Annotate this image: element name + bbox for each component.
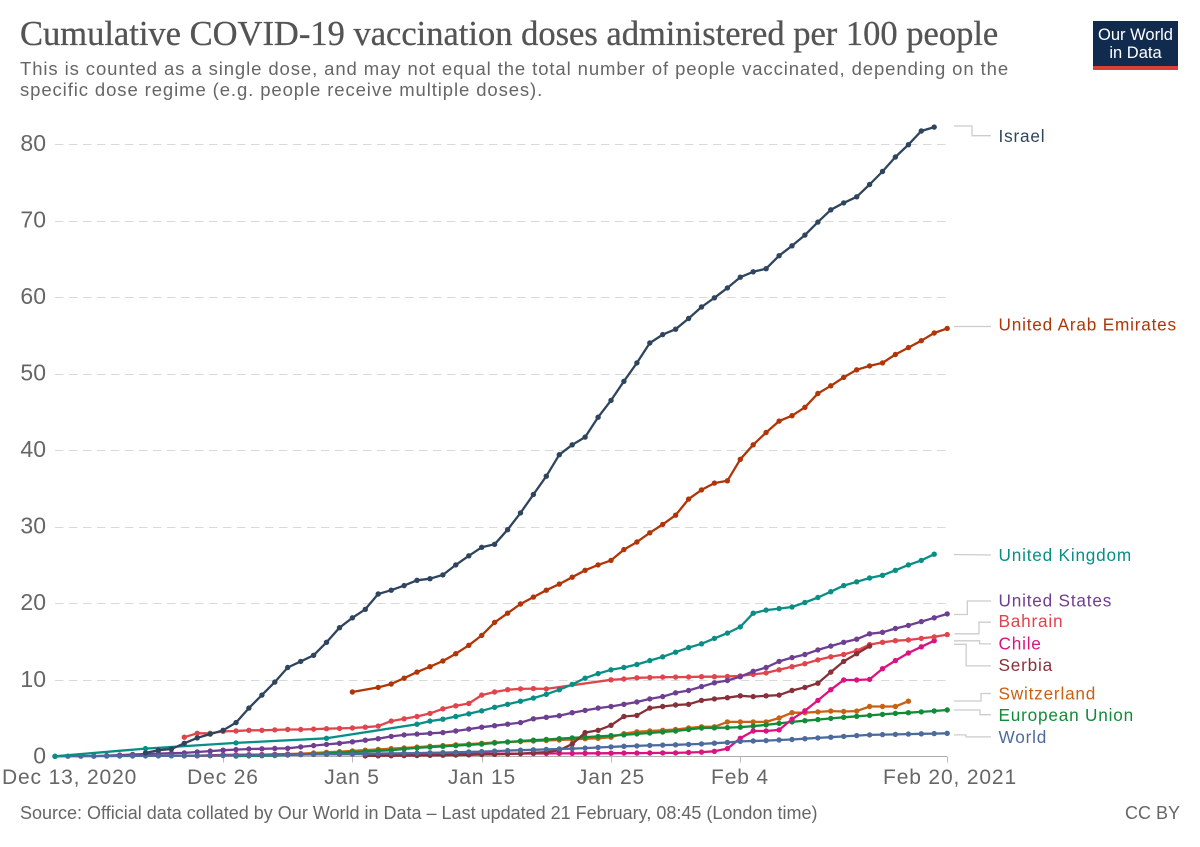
svg-text:60: 60 xyxy=(20,283,46,309)
svg-text:Serbia: Serbia xyxy=(999,655,1053,675)
svg-text:United Kingdom: United Kingdom xyxy=(999,545,1133,565)
svg-text:United Arab Emirates: United Arab Emirates xyxy=(999,315,1177,335)
svg-text:Dec 13, 2020: Dec 13, 2020 xyxy=(2,766,137,789)
svg-text:50: 50 xyxy=(20,360,46,386)
svg-text:Jan 15: Jan 15 xyxy=(448,766,516,789)
svg-text:70: 70 xyxy=(20,207,46,233)
svg-text:Jan 25: Jan 25 xyxy=(577,766,645,789)
svg-text:Switzerland: Switzerland xyxy=(999,684,1097,704)
svg-text:European Union: European Union xyxy=(999,705,1134,725)
svg-text:World: World xyxy=(999,727,1048,747)
svg-text:20: 20 xyxy=(20,589,46,615)
svg-text:Jan 5: Jan 5 xyxy=(324,766,380,789)
svg-text:80: 80 xyxy=(20,130,46,156)
svg-text:40: 40 xyxy=(20,436,46,462)
svg-text:10: 10 xyxy=(20,666,46,692)
svg-text:0: 0 xyxy=(33,742,46,768)
svg-text:Israel: Israel xyxy=(999,126,1046,146)
svg-text:Dec 26: Dec 26 xyxy=(187,766,259,789)
svg-text:Feb 20, 2021: Feb 20, 2021 xyxy=(883,766,1017,789)
svg-text:Feb 4: Feb 4 xyxy=(711,766,769,789)
svg-text:United States: United States xyxy=(999,591,1113,611)
svg-text:30: 30 xyxy=(20,513,46,539)
svg-text:Chile: Chile xyxy=(999,634,1042,654)
svg-text:Bahrain: Bahrain xyxy=(999,611,1064,631)
